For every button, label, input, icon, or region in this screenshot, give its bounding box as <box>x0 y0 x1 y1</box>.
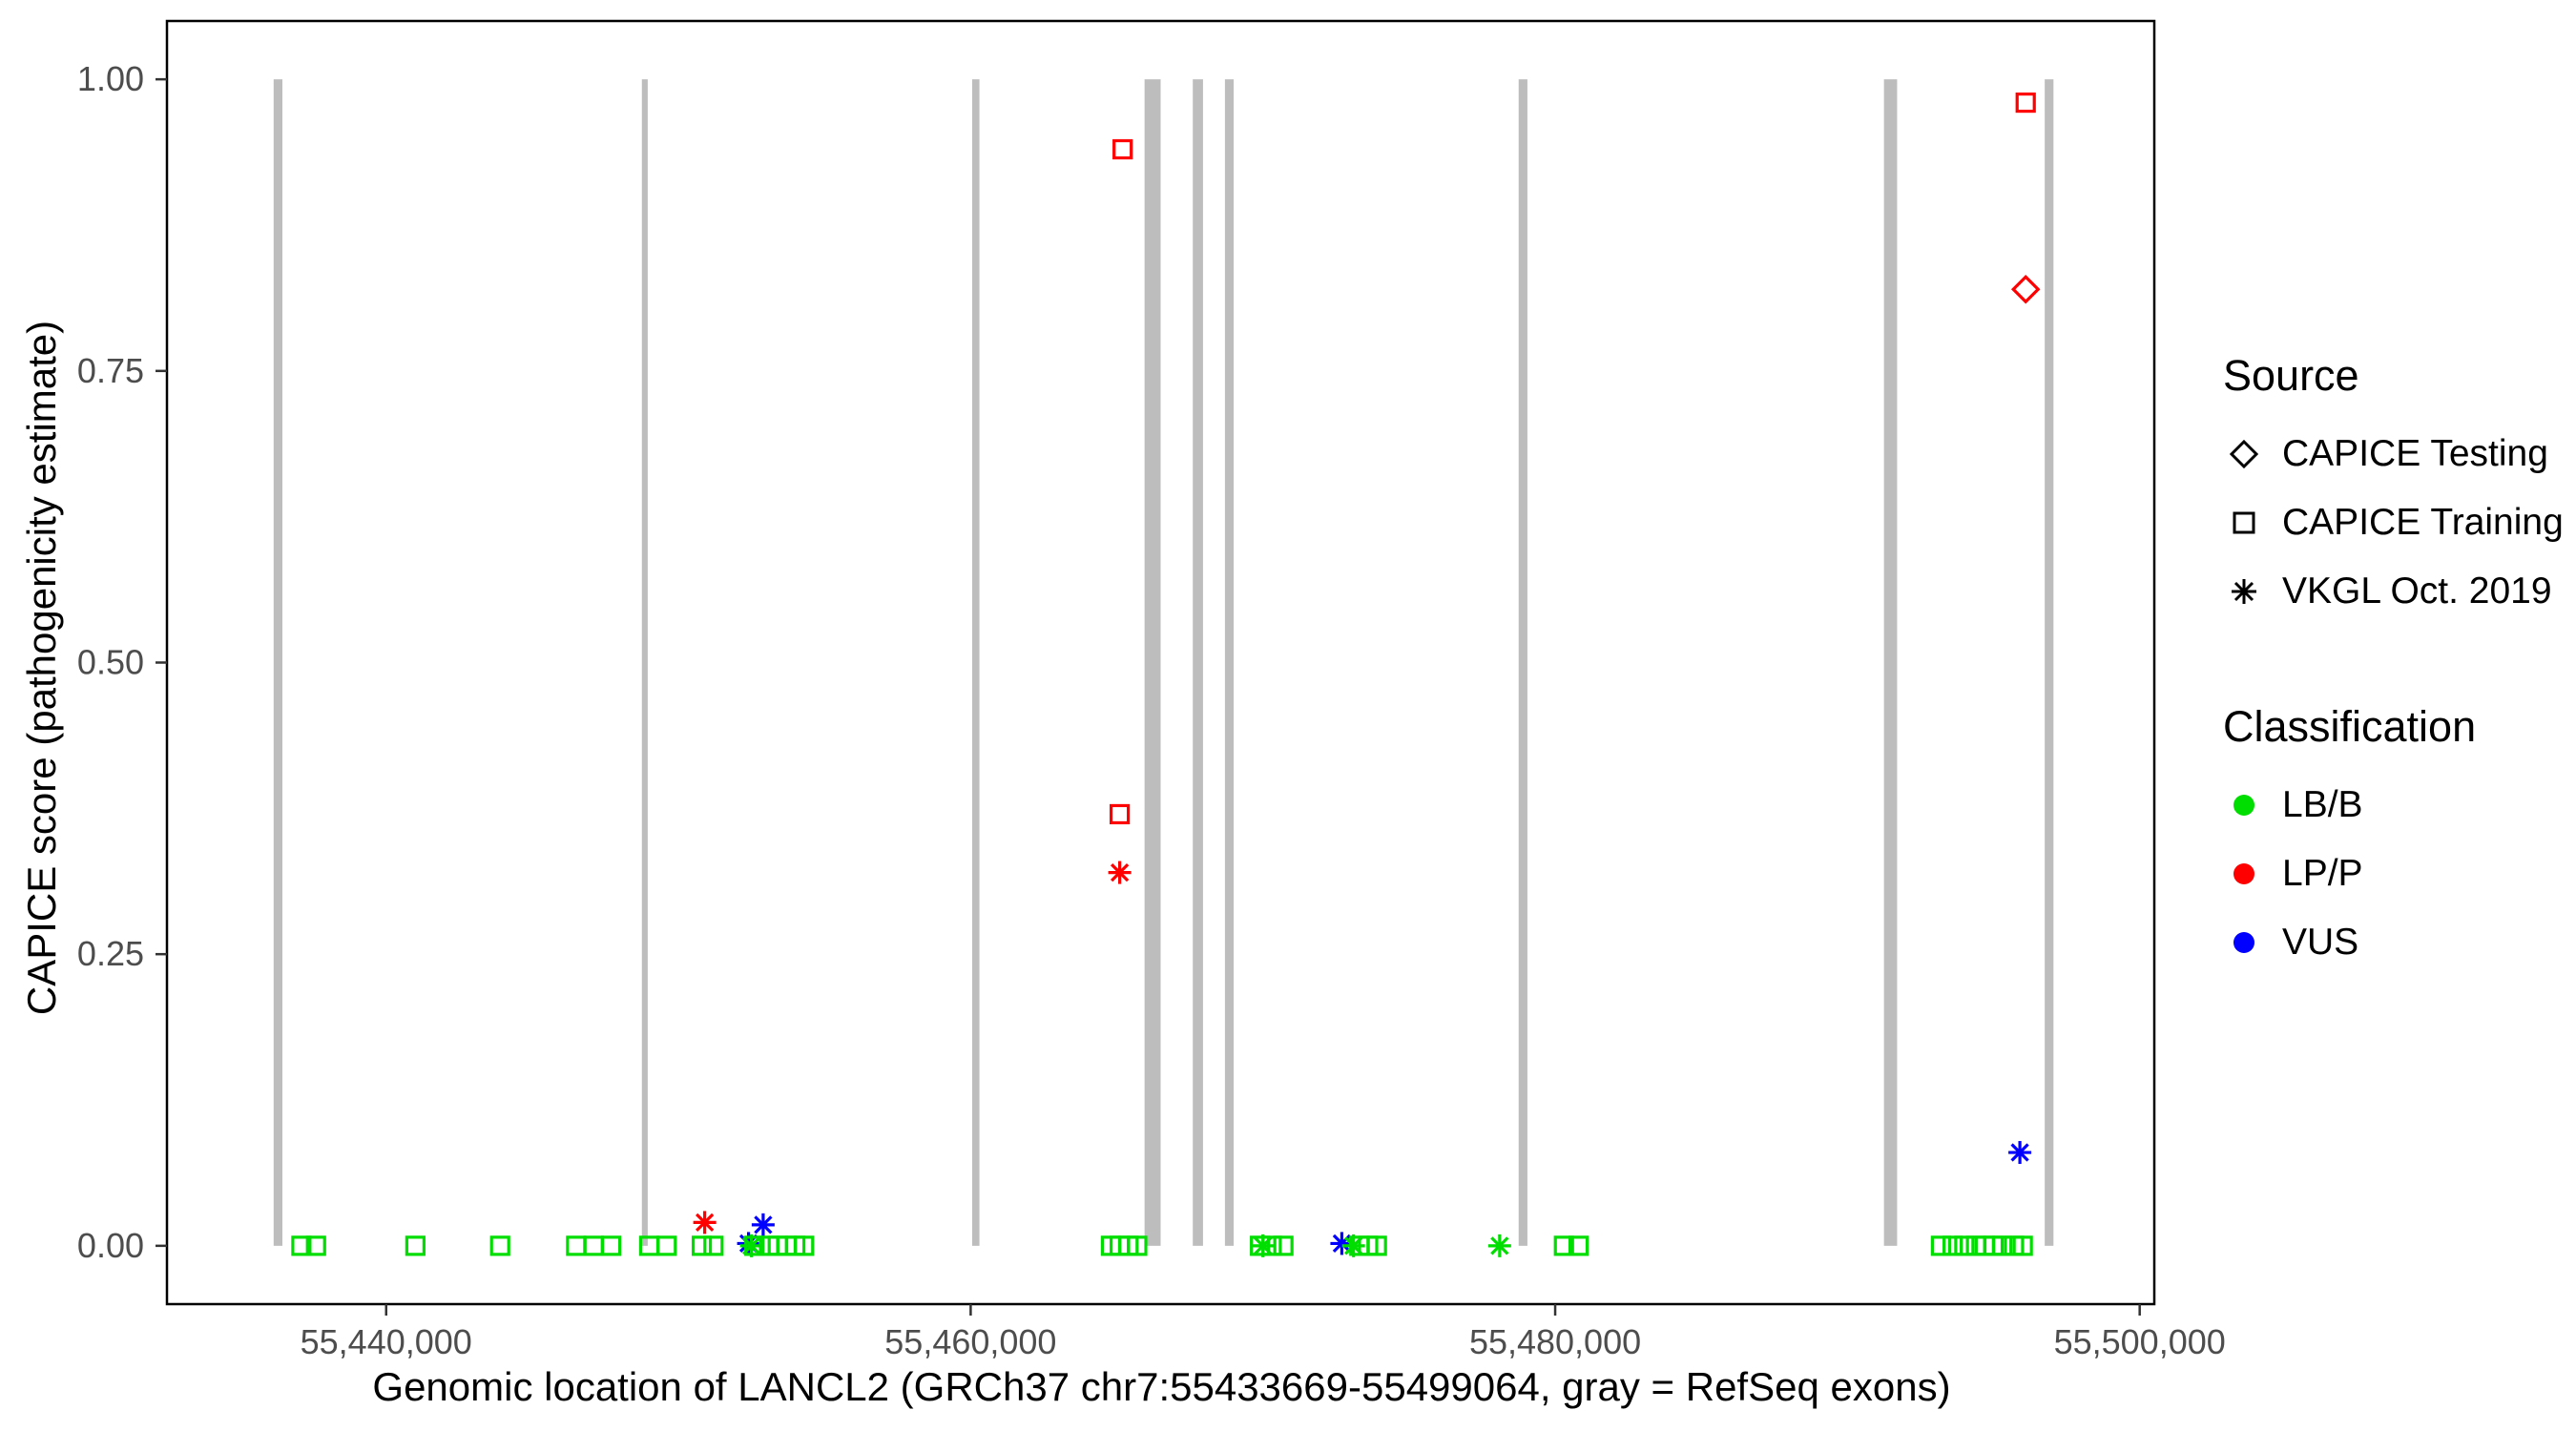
legend-label-capice-training: CAPICE Training <box>2282 502 2564 543</box>
data-point-square <box>1127 1235 1148 1256</box>
refseq-exon-bar <box>1224 79 1235 1246</box>
data-point-square <box>1942 1235 1963 1256</box>
data-point-asterisk <box>1487 1234 1511 1257</box>
data-point-square <box>1553 1235 1574 1256</box>
refseq-exon-bar <box>2045 79 2054 1246</box>
x-tick-label: 55,440,000 <box>301 1322 472 1361</box>
y-tick-label: 0.75 <box>77 351 144 390</box>
data-point-square <box>1954 1235 1975 1256</box>
data-point-asterisk <box>1251 1234 1275 1257</box>
legend-item-vkgl: VKGL Oct. 2019 <box>2223 557 2564 626</box>
data-point-square <box>691 1235 713 1256</box>
blue-dot-icon <box>2223 922 2265 964</box>
data-point-square <box>656 1235 677 1256</box>
legend-label-vus: VUS <box>2282 922 2359 963</box>
x-axis-title: Genomic location of LANCL2 (GRCh37 chr7:… <box>372 1364 1951 1409</box>
data-point-square <box>489 1235 510 1256</box>
y-axis-title: CAPICE score (pathogenicity estimate) <box>19 320 64 1016</box>
y-tick-label: 0.25 <box>77 934 144 973</box>
refseq-exon-bar <box>1193 79 1203 1246</box>
data-point-square <box>1992 1235 2013 1256</box>
legend-label-capice-testing: CAPICE Testing <box>2282 433 2548 474</box>
legend-classification-title: Classification <box>2223 702 2477 751</box>
legend-item-vus: VUS <box>2223 908 2564 977</box>
data-point-asterisk <box>693 1211 717 1234</box>
refseq-exon-bar <box>1518 79 1527 1246</box>
y-tick-label: 0.00 <box>77 1226 144 1265</box>
data-point-square <box>1930 1235 1951 1256</box>
legend-item-lpp: LP/P <box>2223 840 2564 908</box>
refseq-exon-bar <box>1883 79 1898 1246</box>
refseq-exon-bar <box>1144 79 1161 1246</box>
legend-label-lbb: LB/B <box>2282 784 2363 825</box>
data-point-square <box>405 1235 426 1256</box>
x-tick-label: 55,500,000 <box>2054 1322 2226 1361</box>
legend-source-group: Source CAPICE Testing CAPICE Training <box>2223 351 2564 626</box>
data-point-asterisk <box>751 1213 775 1236</box>
refseq-exon-bar <box>273 79 282 1246</box>
asterisk-icon <box>2223 570 2265 612</box>
data-point-asterisk <box>2008 1141 2032 1165</box>
red-dot-icon <box>2223 853 2265 895</box>
data-point-asterisk <box>1108 861 1132 884</box>
legend-item-capice-training: CAPICE Training <box>2223 488 2564 557</box>
data-point-square <box>2012 1235 2033 1256</box>
data-point-square <box>305 1235 326 1256</box>
data-point-square <box>1112 138 1133 160</box>
data-point-square <box>794 1235 815 1256</box>
data-point-square <box>291 1235 312 1256</box>
data-point-square <box>1273 1235 1294 1256</box>
green-dot-icon <box>2223 784 2265 826</box>
data-point-square <box>583 1235 604 1256</box>
legend-item-lbb: LB/B <box>2223 771 2564 840</box>
legend-label-vkgl: VKGL Oct. 2019 <box>2282 570 2552 612</box>
legend-item-capice-testing: CAPICE Testing <box>2223 420 2564 488</box>
data-point-square <box>1110 803 1131 825</box>
legend-label-lpp: LP/P <box>2282 853 2363 894</box>
diamond-icon <box>2223 433 2265 475</box>
data-point-square <box>2015 92 2036 114</box>
x-tick-label: 55,460,000 <box>884 1322 1056 1361</box>
y-tick-label: 0.50 <box>77 643 144 682</box>
data-point-asterisk <box>1341 1234 1365 1257</box>
data-point-square <box>601 1235 622 1256</box>
data-point-diamond <box>2010 274 2041 304</box>
refseq-exon-bar <box>641 79 648 1246</box>
data-point-square <box>1568 1235 1589 1256</box>
legend-source-title: Source <box>2223 351 2359 400</box>
x-tick-label: 55,480,000 <box>1469 1322 1641 1361</box>
refseq-exon-bar <box>971 79 980 1246</box>
legend: Source CAPICE Testing CAPICE Training <box>2223 351 2564 977</box>
data-point-square <box>566 1235 587 1256</box>
data-point-square <box>703 1235 724 1256</box>
data-point-asterisk <box>739 1234 763 1257</box>
data-point-square <box>1366 1235 1387 1256</box>
y-tick-label: 1.00 <box>77 59 144 98</box>
square-icon <box>2223 502 2265 544</box>
legend-classification-group: Classification LB/B LP/P <box>2223 702 2564 977</box>
